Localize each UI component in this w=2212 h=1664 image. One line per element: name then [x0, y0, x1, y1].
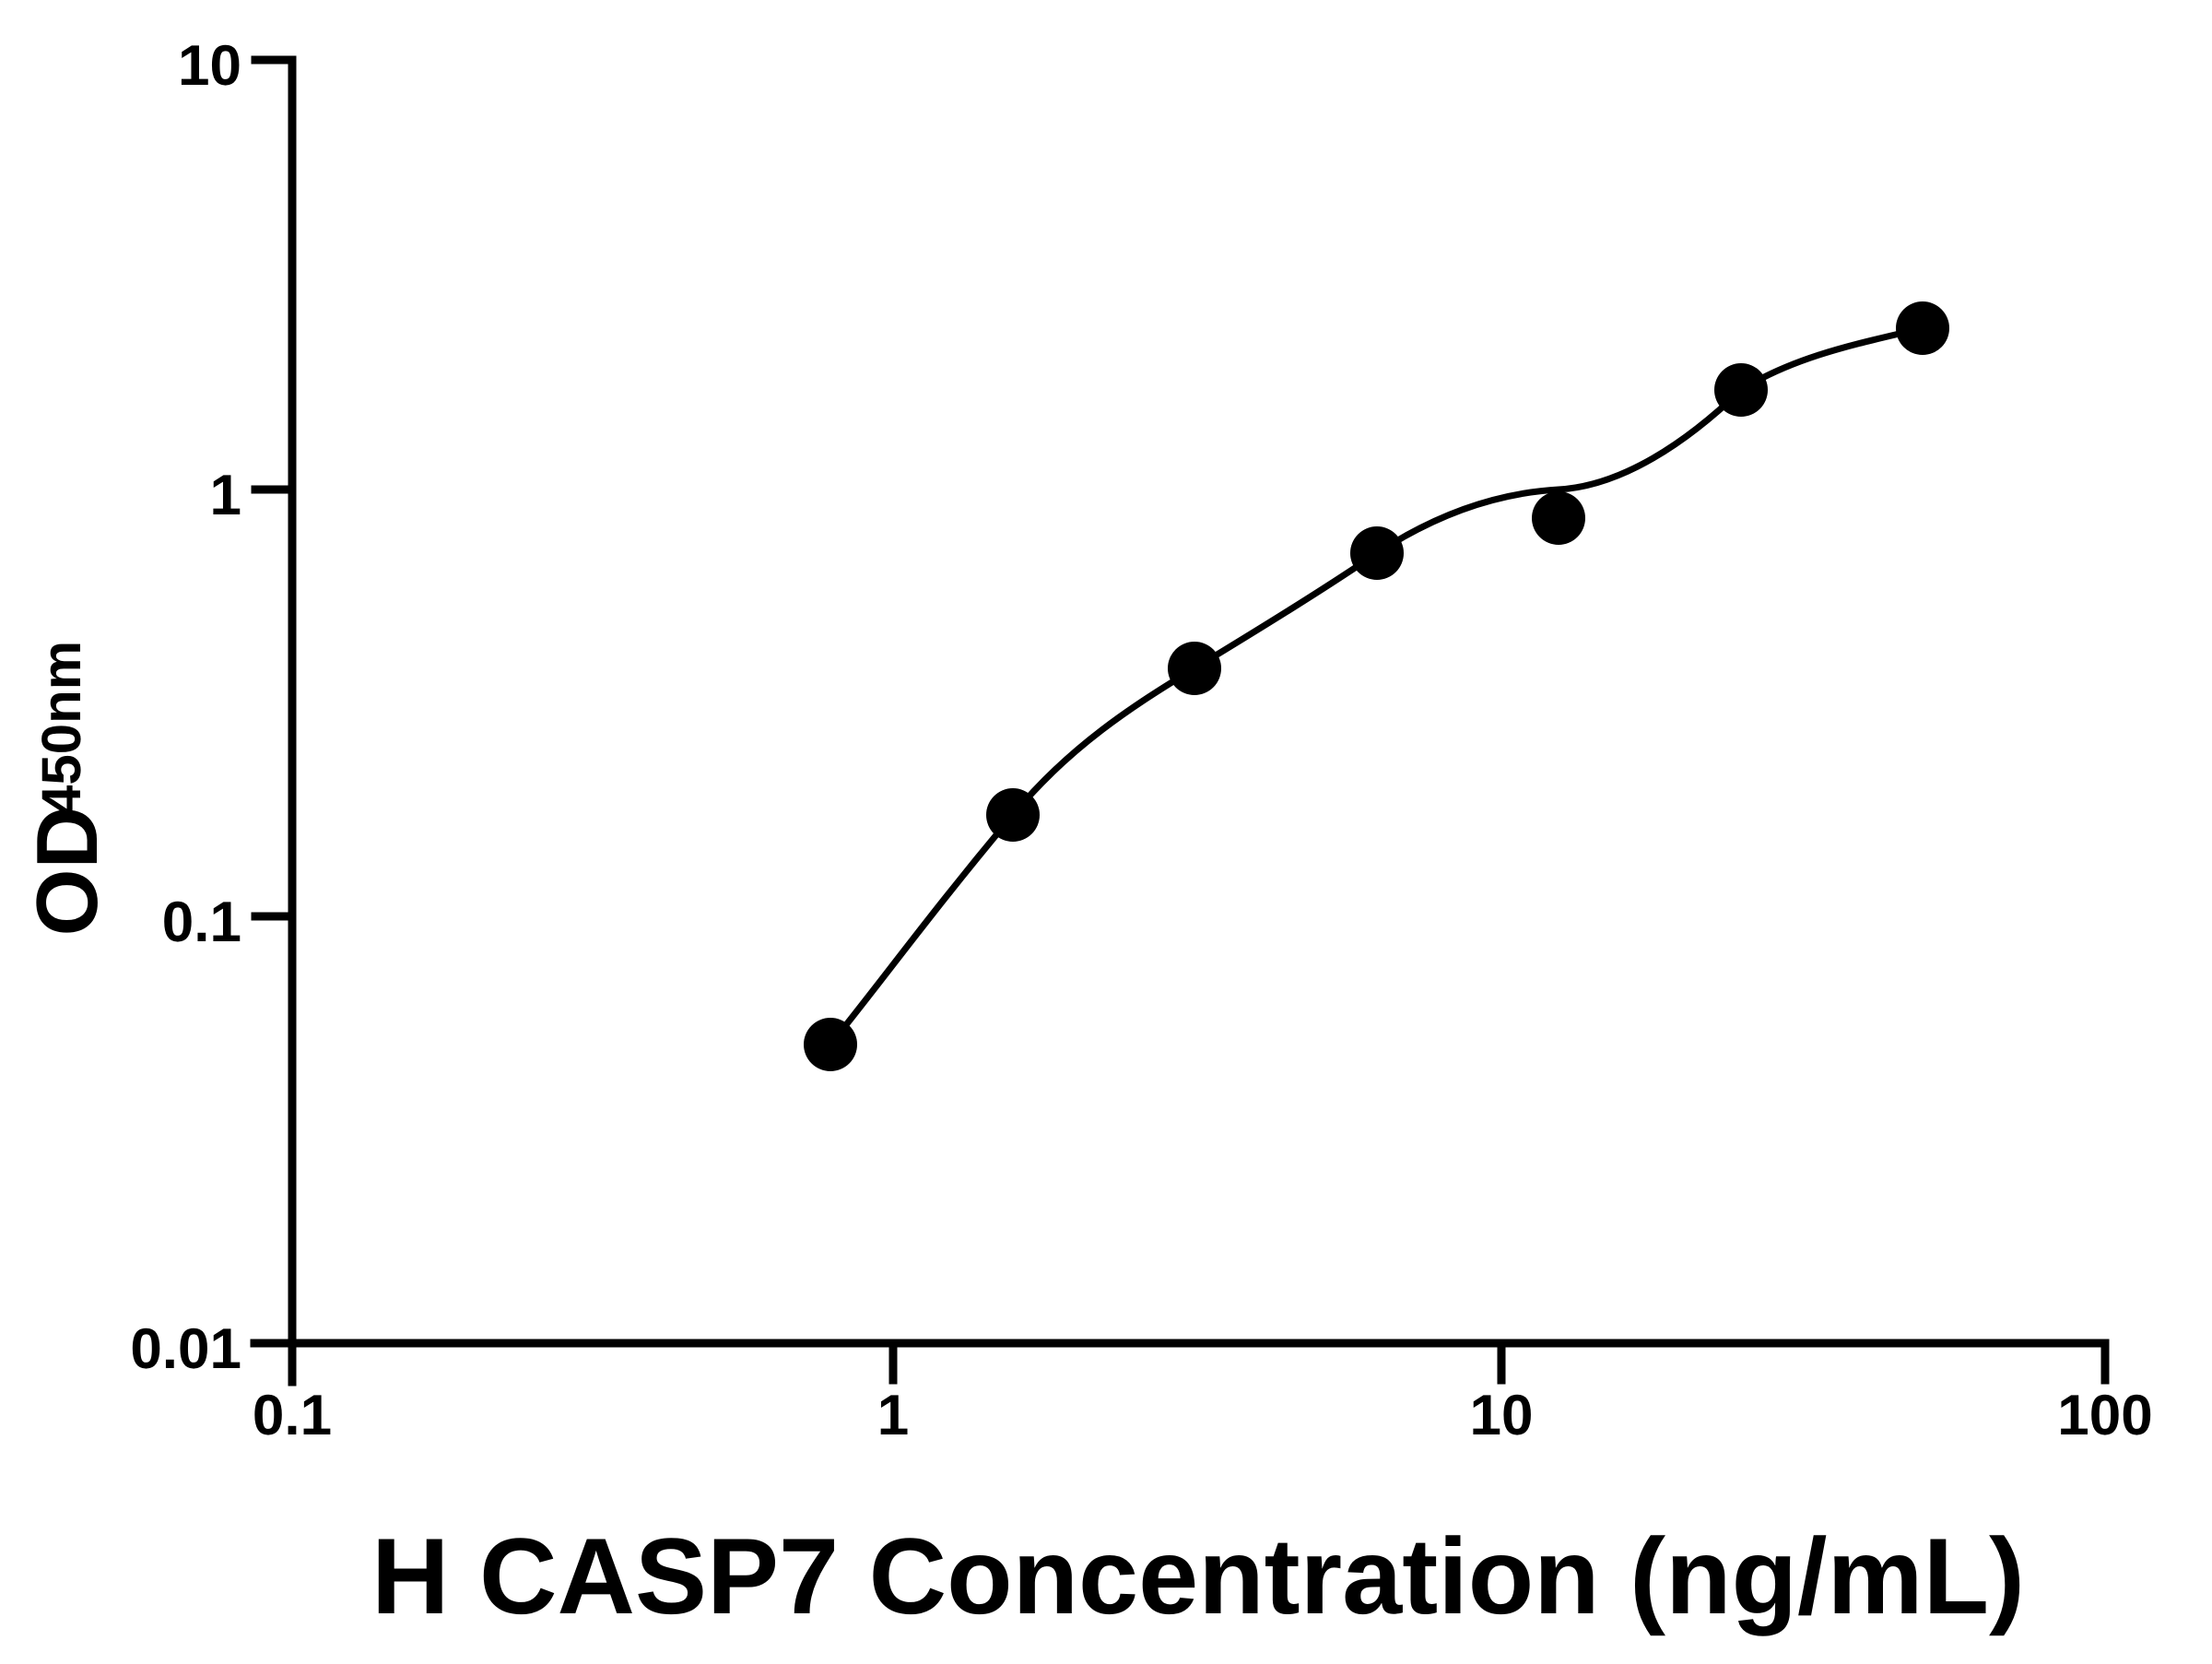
svg-text:450nm: 450nm: [30, 641, 92, 816]
svg-text:0.1: 0.1: [253, 1384, 332, 1447]
svg-text:1: 1: [210, 464, 241, 527]
svg-text:100: 100: [2057, 1384, 2152, 1447]
svg-text:0.01: 0.01: [130, 1317, 241, 1381]
svg-text:H CASP7 Concentration (ng/mL): H CASP7 Concentration (ng/mL): [371, 1516, 2025, 1636]
svg-text:OD: OD: [18, 807, 115, 937]
svg-text:0.1: 0.1: [162, 891, 241, 954]
svg-text:10: 10: [178, 34, 241, 98]
svg-text:10: 10: [1470, 1384, 1534, 1447]
svg-text:1: 1: [877, 1384, 909, 1447]
